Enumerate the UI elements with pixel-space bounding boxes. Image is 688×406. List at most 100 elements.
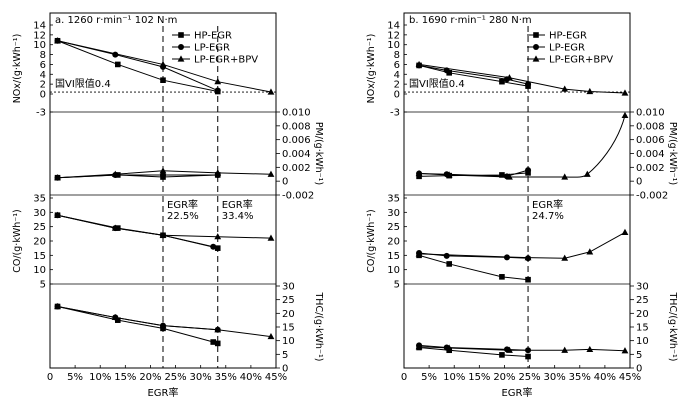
x-tick-label: 30% bbox=[190, 372, 212, 383]
co-lp-egr-bpv-point bbox=[561, 254, 569, 261]
y-tick-label: 15 bbox=[282, 323, 295, 334]
co-lp-egr-bpv-point bbox=[621, 228, 629, 235]
y-tick-label: 0.002 bbox=[282, 163, 311, 174]
egr-rate-annotation-value: 22.5% bbox=[167, 211, 199, 222]
legend-marker bbox=[533, 32, 539, 38]
panel-b-xlabel: EGR率 bbox=[501, 386, 532, 399]
pm-axis-label: PM/(g·kWh⁻¹) bbox=[667, 122, 678, 185]
co-axis-label: CO/(g·kWh⁻¹) bbox=[366, 209, 377, 273]
nox-lp-egr-bpv-point bbox=[159, 60, 167, 68]
y-tick-label: 0.006 bbox=[636, 135, 665, 146]
co-lp-egr-bpv-point bbox=[111, 224, 119, 231]
y-tick-label: 12 bbox=[33, 30, 46, 41]
nox-lp-egr-bpv-point bbox=[214, 78, 222, 85]
x-tick-label: 25% bbox=[518, 372, 540, 383]
thc-lp-egr-bpv-point bbox=[415, 343, 423, 350]
legend-entry: LP-EGR+BPV bbox=[194, 55, 258, 66]
co-lp-egr-bpv-point bbox=[524, 254, 532, 261]
nox-lp-egr-bpv-point bbox=[415, 60, 423, 68]
y-tick-label: 0.010 bbox=[282, 108, 311, 119]
y-tick-label: 25 bbox=[636, 295, 649, 306]
x-tick-label: 5% bbox=[421, 372, 437, 383]
x-tick-label: 45% bbox=[619, 372, 641, 383]
co-lp-egr-bpv-line bbox=[419, 231, 626, 259]
co-lp-egr-bpv-point bbox=[415, 250, 423, 257]
y-tick-label: 10 bbox=[33, 265, 46, 276]
thc-lp-egr-bpv-point bbox=[214, 326, 222, 333]
y-tick-label: 0.008 bbox=[282, 121, 311, 132]
y-tick-label: 0.006 bbox=[282, 135, 311, 146]
legend-entry: HP-EGR bbox=[549, 31, 587, 42]
pm-lp-egr-bpv-point bbox=[583, 170, 591, 177]
co-hp-egr-point bbox=[446, 261, 452, 267]
legend-entry: LP-EGR bbox=[549, 43, 585, 54]
y-tick-label: -3 bbox=[390, 108, 400, 119]
y-tick-label: 5 bbox=[282, 350, 288, 361]
co-lp-egr-bpv-point bbox=[159, 231, 167, 238]
y-tick-label: 5 bbox=[394, 280, 400, 291]
y-tick-label: 15 bbox=[33, 251, 46, 262]
thc-hp-egr-point bbox=[210, 339, 217, 345]
pm-lp-egr-bpv-point bbox=[506, 173, 513, 180]
x-tick-label: 40% bbox=[240, 372, 262, 383]
pm-lp-egr-bpv-point bbox=[561, 173, 569, 180]
nox-hp-egr-point bbox=[499, 78, 505, 85]
nox-lp-egr-bpv-point bbox=[621, 89, 629, 96]
co-lp-egr-bpv-point bbox=[214, 233, 222, 240]
nox-hp-egr-point bbox=[160, 77, 166, 83]
co-lp-egr-point bbox=[210, 243, 217, 250]
egr-rate-annotation-value: 33.4% bbox=[222, 211, 254, 222]
legend-marker bbox=[533, 44, 539, 50]
y-tick-label: 10 bbox=[33, 40, 46, 51]
y-tick-label: 10 bbox=[387, 265, 400, 276]
legend-entry: LP-EGR+BPV bbox=[549, 55, 613, 66]
y-tick-label: 10 bbox=[387, 40, 400, 51]
y-tick-label: 5 bbox=[636, 350, 642, 361]
x-tick-label: 20% bbox=[139, 372, 161, 383]
y-tick-label: 0 bbox=[282, 364, 288, 375]
y-tick-label: 30 bbox=[282, 282, 295, 293]
y-tick-label: 0 bbox=[636, 364, 642, 375]
y-tick-label: 2 bbox=[394, 80, 400, 91]
x-tick-label: 15% bbox=[468, 372, 490, 383]
egr-rate-annotation-label: EGR率 bbox=[532, 198, 563, 211]
nox-axis-label: NOx/(g·kWh⁻¹) bbox=[366, 34, 377, 104]
y-tick-label: 0.010 bbox=[636, 108, 665, 119]
panel-a-title: a. 1260 r·min⁻¹ 102 N·m bbox=[55, 15, 177, 26]
y-tick-label: 20 bbox=[282, 309, 295, 320]
co-axis-label: CO/(g·kWh⁻¹) bbox=[12, 209, 23, 273]
x-tick-label: 10% bbox=[89, 372, 111, 383]
nox-hp-egr-line bbox=[57, 40, 218, 93]
co-hp-egr-point bbox=[214, 245, 221, 251]
y-tick-label: 15 bbox=[387, 251, 400, 262]
thc-lp-egr-bpv-point bbox=[506, 346, 513, 353]
y-tick-label: 0 bbox=[40, 90, 46, 101]
thc-hp-egr-line bbox=[57, 306, 218, 344]
pm-lp-egr-bpv-line bbox=[419, 115, 626, 178]
thc-hp-egr-point bbox=[214, 340, 221, 347]
thc-axis-label: THC/(g·kWh⁻¹) bbox=[667, 292, 678, 362]
y-tick-label: -3 bbox=[36, 108, 46, 119]
y-tick-label: 4 bbox=[40, 70, 46, 81]
y-tick-label: 15 bbox=[636, 323, 649, 334]
thc-lp-egr-bpv-point bbox=[54, 302, 61, 310]
thc-lp-egr-bpv-line bbox=[57, 306, 272, 338]
pm-lp-egr-bpv-point bbox=[621, 111, 629, 119]
thc-hp-egr-point bbox=[115, 317, 121, 323]
pm-lp-egr-bpv-point bbox=[111, 170, 119, 177]
y-tick-label: 25 bbox=[387, 222, 400, 233]
legend-entry: LP-EGR bbox=[194, 43, 230, 54]
x-tick-label: 5% bbox=[67, 372, 83, 383]
thc-lp-egr-bpv-point bbox=[621, 347, 629, 354]
nox-lp-egr-line bbox=[418, 64, 529, 85]
y-tick-label: 30 bbox=[636, 282, 649, 293]
thc-lp-egr-bpv-point bbox=[111, 313, 119, 321]
pm-lp-egr-point bbox=[160, 171, 166, 178]
nox-lp-egr-bpv-point bbox=[561, 85, 569, 92]
thc-hp-egr-point bbox=[499, 352, 505, 358]
nox-hp-egr-point bbox=[446, 70, 452, 76]
nox-lp-egr-bpv-point bbox=[506, 74, 513, 81]
nox-lp-egr-point bbox=[214, 87, 221, 94]
x-tick-label: 45% bbox=[265, 372, 287, 383]
y-tick-label: 30 bbox=[33, 208, 46, 219]
